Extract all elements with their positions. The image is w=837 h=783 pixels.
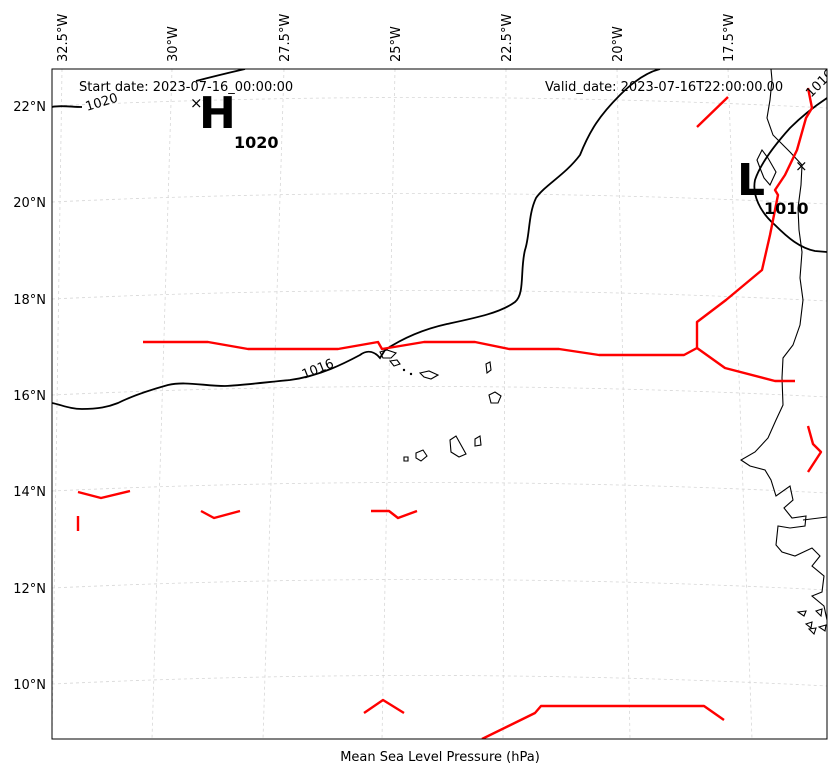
meridian-20w	[616, 69, 631, 739]
island-sal	[485, 361, 492, 375]
isobar-1020-northeast	[195, 69, 246, 82]
map-frame	[51, 68, 828, 740]
parallel-14n	[52, 482, 827, 494]
start-date-label: Start date: 2023-07-16_00:00:00	[79, 80, 293, 95]
isobar-1012-low	[753, 97, 827, 253]
parallel-18n	[52, 290, 827, 302]
island-santiago	[449, 435, 467, 458]
meridian-17-5w	[727, 69, 753, 739]
map-title: Mean Sea Level Pressure (hPa)	[340, 750, 540, 765]
meridian-25w	[381, 69, 396, 739]
lat-label-16n: 16°N	[13, 389, 46, 404]
lon-label-30w: 30°W	[166, 26, 181, 62]
bijagos-island	[804, 621, 813, 630]
bijagos-island	[814, 608, 823, 618]
cape-verde-islands	[379, 349, 502, 462]
front-segment	[481, 704, 725, 739]
parallel-12n	[52, 579, 827, 591]
low-centre-cross-icon: ×	[795, 157, 808, 175]
cap-blanc-peninsula	[756, 148, 777, 187]
lat-label-12n: 12°N	[13, 582, 46, 597]
lon-label-25w: 25°W	[389, 26, 404, 62]
lat-label-10n: 10°N	[13, 678, 46, 693]
lon-label-27-5w: 27.5°W	[278, 14, 293, 62]
isobar-1020-north	[52, 105, 83, 108]
front-segment	[695, 87, 814, 348]
low-pressure-letter: L	[737, 155, 765, 206]
island-sao-nicolau	[418, 370, 440, 380]
islet	[409, 372, 413, 376]
parallel-10n	[52, 675, 827, 687]
bijagos-island	[807, 627, 817, 636]
lon-label-20w: 20°W	[611, 26, 626, 62]
low-pressure-value: 1010	[764, 199, 809, 218]
island-boa-vista	[488, 391, 502, 404]
front-segment	[371, 509, 418, 520]
bijagos-island	[796, 610, 807, 617]
meridian-30w	[151, 69, 173, 739]
fronts	[76, 87, 823, 739]
lon-label-22-5w: 22.5°W	[500, 14, 515, 62]
high-pressure-letter: H	[199, 88, 236, 139]
islet	[402, 368, 406, 372]
front-segment	[143, 340, 795, 383]
latitude-labels: 22°N 20°N 18°N 16°N 14°N 12°N 10°N	[13, 100, 46, 693]
graticule	[52, 69, 827, 739]
lat-label-22n: 22°N	[13, 100, 46, 115]
front-segment	[363, 698, 405, 715]
lat-label-18n: 18°N	[13, 293, 46, 308]
parallel-20n	[52, 193, 827, 205]
african-coastline-east	[802, 516, 827, 521]
african-coastline	[739, 69, 827, 621]
high-pressure-value: 1020	[234, 133, 279, 152]
parallel-22n	[52, 97, 827, 109]
parallel-16n	[52, 386, 827, 398]
lat-label-20n: 20°N	[13, 196, 46, 211]
lon-label-32-5w: 32.5°W	[56, 14, 71, 62]
isobar-1016-main	[52, 69, 661, 410]
high-centre-cross-icon: ×	[190, 94, 203, 112]
front-segment	[696, 96, 729, 128]
front-segment	[806, 425, 823, 473]
valid-date-label: Valid_date: 2023-07-16T22:00:00.00	[545, 80, 783, 95]
bijagos-islands	[796, 608, 827, 636]
front-segment	[200, 509, 241, 520]
meridian-27-5w	[262, 69, 285, 739]
island-sao-vicente	[388, 359, 401, 367]
map-area	[52, 69, 827, 739]
meridian-32-5w	[52, 69, 63, 739]
longitude-labels: 32.5°W 30°W 27.5°W 25°W 22.5°W 20°W 17.5…	[56, 14, 737, 62]
island-maio	[474, 435, 482, 447]
lon-label-17-5w: 17.5°W	[722, 14, 737, 62]
lat-label-14n: 14°N	[13, 485, 46, 500]
front-segment	[77, 489, 131, 500]
bijagos-island	[817, 624, 827, 632]
island-brava	[403, 456, 409, 462]
island-fogo	[415, 449, 428, 462]
meridian-22-5w	[502, 69, 507, 739]
